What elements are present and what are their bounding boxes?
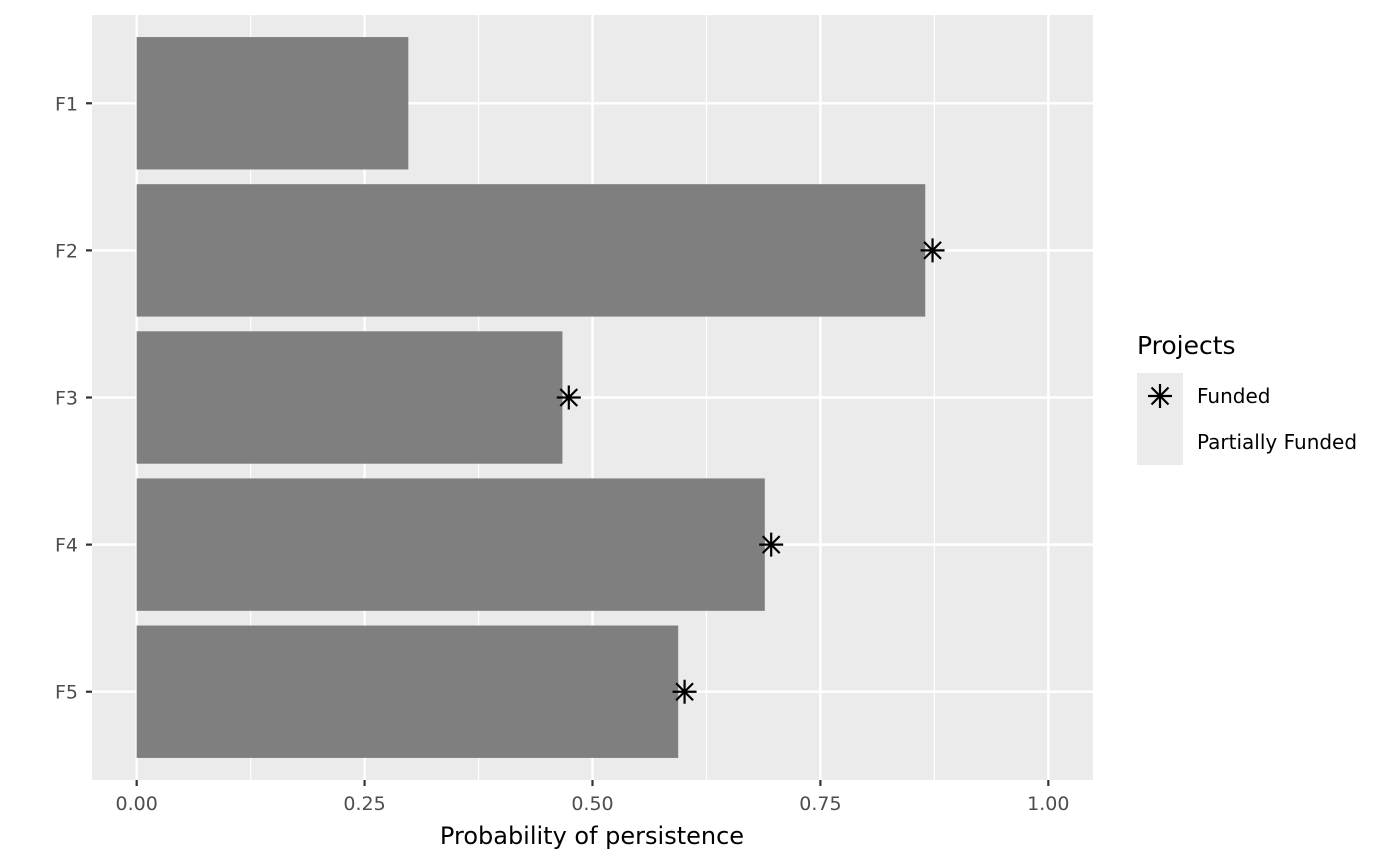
legend-asterisk: [1148, 384, 1172, 408]
x-tick-label: 0.50: [571, 793, 613, 815]
x-axis-title: Probability of persistence: [440, 822, 744, 850]
funded-marker-f3: [556, 385, 581, 410]
bar-f3: [136, 331, 563, 464]
funded-marker-f5: [672, 679, 697, 704]
y-tick-label: F4: [55, 535, 78, 557]
bar-f2: [136, 184, 926, 317]
y-tick-label: F1: [55, 93, 78, 115]
bar-f4: [136, 478, 765, 611]
y-axis: F1 F2 F3 F4 F5: [55, 93, 92, 704]
legend: Projects Funded Partially Funded: [1137, 331, 1357, 465]
bar-f1: [136, 37, 409, 170]
legend-label-funded: Funded: [1197, 384, 1270, 408]
x-tick-label: 0.25: [343, 793, 385, 815]
bar-f5: [136, 625, 679, 758]
asterisk-icon: [1148, 384, 1172, 408]
y-tick-label: F2: [55, 240, 78, 262]
funded-marker-f2: [920, 238, 945, 263]
x-tick-label: 1.00: [1027, 793, 1069, 815]
y-tick-label: F5: [55, 682, 78, 704]
legend-key-partially-funded: [1137, 419, 1183, 465]
x-tick-label: 0.00: [116, 793, 158, 815]
x-axis: 0.00 0.25 0.50 0.75 1.00: [116, 780, 1069, 815]
x-tick-label: 0.75: [799, 793, 841, 815]
y-tick-label: F3: [55, 388, 78, 410]
funded-markers: [556, 238, 945, 704]
legend-label-partially-funded: Partially Funded: [1197, 430, 1357, 454]
bars: [136, 37, 926, 758]
legend-title: Projects: [1137, 331, 1236, 360]
funded-marker-f4: [759, 532, 784, 557]
